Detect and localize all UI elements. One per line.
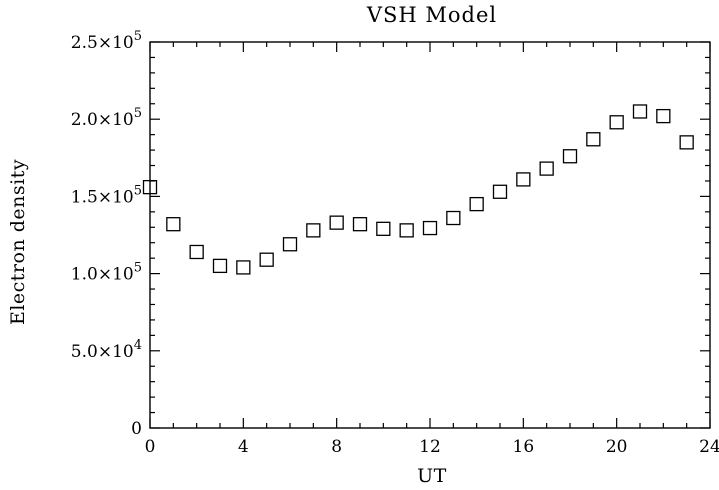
data-point xyxy=(656,108,671,124)
y-tick-label: 2.5×105 xyxy=(71,29,142,53)
x-tick-label: 24 xyxy=(699,437,719,457)
data-point xyxy=(399,223,414,238)
data-point xyxy=(236,260,251,275)
y-axis-title: Electron density xyxy=(7,159,29,325)
data-point xyxy=(469,196,484,212)
data-point xyxy=(352,217,368,232)
data-point xyxy=(422,220,438,236)
y-axis: 0 5.0×104 1.0×105 1.5×105 2.0×105 2.5×105 xyxy=(71,29,710,439)
x-axis: 0 4 8 12 16 20 24 xyxy=(145,42,719,457)
data-point xyxy=(212,258,228,274)
x-tick-label: 20 xyxy=(606,437,628,457)
y-tick-label: 1.0×105 xyxy=(71,261,142,285)
x-tick-label: 8 xyxy=(331,437,342,457)
data-point xyxy=(376,221,391,236)
y-tick-label: 2.0×105 xyxy=(71,106,142,130)
data-point xyxy=(679,135,694,150)
data-points xyxy=(142,104,694,275)
y-tick-label: 1.5×105 xyxy=(71,183,142,207)
x-tick-label: 4 xyxy=(238,437,249,457)
data-point xyxy=(586,132,601,147)
x-tick-label: 0 xyxy=(145,437,156,457)
data-point xyxy=(446,210,461,226)
data-point xyxy=(609,115,624,130)
data-point xyxy=(259,252,274,267)
data-point xyxy=(562,149,578,164)
chart-title: VSH Model xyxy=(366,3,497,27)
data-point xyxy=(539,161,554,176)
data-point xyxy=(329,215,344,230)
data-point xyxy=(142,179,158,195)
x-tick-label: 12 xyxy=(419,437,441,457)
x-axis-title: UT xyxy=(417,465,447,487)
y-tick-label: 5.0×104 xyxy=(71,338,142,362)
data-point xyxy=(632,104,648,119)
data-point xyxy=(282,237,298,252)
data-point xyxy=(492,184,508,199)
data-point xyxy=(166,217,181,232)
data-point xyxy=(189,244,204,260)
x-tick-label: 16 xyxy=(513,437,535,457)
data-point xyxy=(516,172,531,187)
y-tick-label: 0 xyxy=(131,419,142,439)
data-point xyxy=(306,223,321,238)
